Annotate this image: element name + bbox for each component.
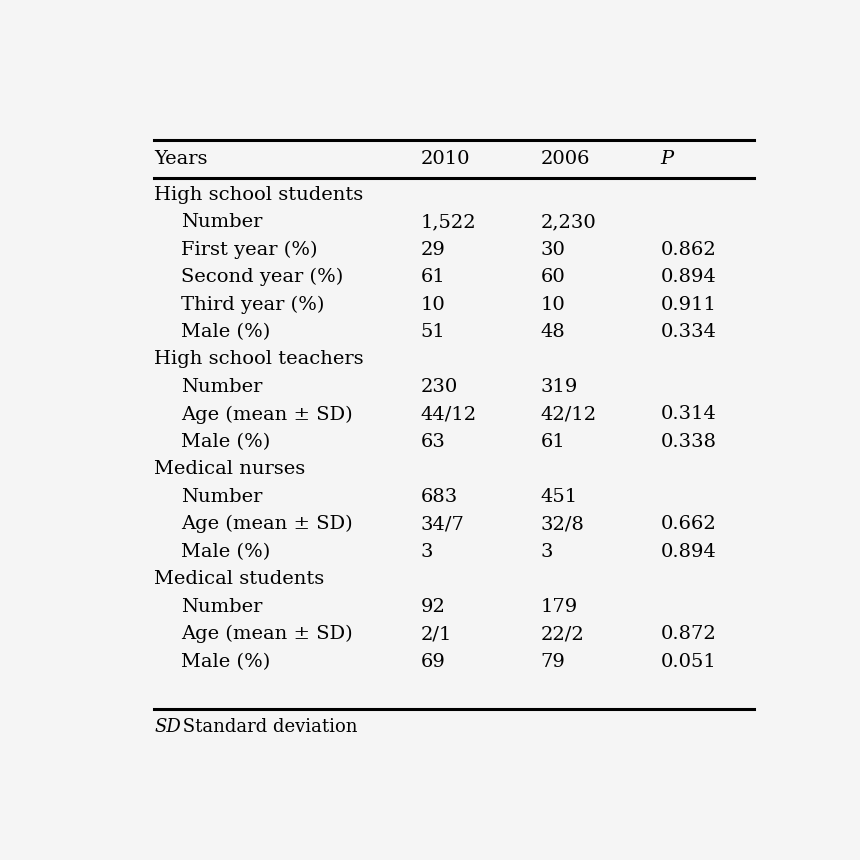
- Text: Number: Number: [181, 378, 262, 396]
- Text: 32/8: 32/8: [541, 515, 585, 533]
- Text: 2/1: 2/1: [421, 625, 452, 643]
- Text: 48: 48: [541, 323, 566, 341]
- Text: 0.314: 0.314: [660, 405, 716, 423]
- Text: 30: 30: [541, 241, 566, 259]
- Text: 61: 61: [541, 433, 566, 451]
- Text: 42/12: 42/12: [541, 405, 597, 423]
- Text: High school students: High school students: [154, 186, 364, 204]
- Text: Male (%): Male (%): [181, 433, 270, 451]
- Text: 61: 61: [421, 268, 445, 286]
- Text: 0.894: 0.894: [660, 543, 716, 561]
- Text: 2010: 2010: [421, 150, 470, 169]
- Text: 10: 10: [541, 296, 566, 314]
- Text: 230: 230: [421, 378, 458, 396]
- Text: 63: 63: [421, 433, 445, 451]
- Text: Second year (%): Second year (%): [181, 268, 343, 286]
- Text: Number: Number: [181, 598, 262, 616]
- Text: Number: Number: [181, 488, 262, 506]
- Text: 79: 79: [541, 653, 566, 671]
- Text: 0.334: 0.334: [660, 323, 716, 341]
- Text: 60: 60: [541, 268, 566, 286]
- Text: SD: SD: [154, 718, 181, 736]
- Text: P: P: [660, 150, 674, 169]
- Text: Number: Number: [181, 213, 262, 231]
- Text: Age (mean ± SD): Age (mean ± SD): [181, 515, 353, 533]
- Text: 0.911: 0.911: [660, 296, 716, 314]
- Text: 1,522: 1,522: [421, 213, 476, 231]
- Text: Years: Years: [154, 150, 207, 169]
- Text: 0.872: 0.872: [660, 625, 716, 643]
- Text: Age (mean ± SD): Age (mean ± SD): [181, 625, 353, 643]
- Text: 0.662: 0.662: [660, 515, 716, 533]
- Text: 683: 683: [421, 488, 458, 506]
- Text: 29: 29: [421, 241, 445, 259]
- Text: Male (%): Male (%): [181, 653, 270, 671]
- Text: Male (%): Male (%): [181, 543, 270, 561]
- Text: 92: 92: [421, 598, 445, 616]
- Text: First year (%): First year (%): [181, 241, 317, 259]
- Text: 69: 69: [421, 653, 445, 671]
- Text: 34/7: 34/7: [421, 515, 464, 533]
- Text: Male (%): Male (%): [181, 323, 270, 341]
- Text: 22/2: 22/2: [541, 625, 585, 643]
- Text: 3: 3: [541, 543, 553, 561]
- Text: 51: 51: [421, 323, 445, 341]
- Text: 2,230: 2,230: [541, 213, 597, 231]
- Text: 2006: 2006: [541, 150, 590, 169]
- Text: Medical students: Medical students: [154, 570, 324, 588]
- Text: 0.862: 0.862: [660, 241, 716, 259]
- Text: Standard deviation: Standard deviation: [177, 718, 358, 736]
- Text: Third year (%): Third year (%): [181, 295, 324, 314]
- Text: 179: 179: [541, 598, 578, 616]
- Text: 319: 319: [541, 378, 578, 396]
- Text: High school teachers: High school teachers: [154, 351, 364, 368]
- Text: 0.051: 0.051: [660, 653, 716, 671]
- Text: 451: 451: [541, 488, 578, 506]
- Text: 10: 10: [421, 296, 445, 314]
- Text: 0.338: 0.338: [660, 433, 716, 451]
- Text: Age (mean ± SD): Age (mean ± SD): [181, 405, 353, 424]
- Text: 3: 3: [421, 543, 433, 561]
- Text: Medical nurses: Medical nurses: [154, 460, 305, 478]
- Text: 0.894: 0.894: [660, 268, 716, 286]
- Text: 44/12: 44/12: [421, 405, 477, 423]
